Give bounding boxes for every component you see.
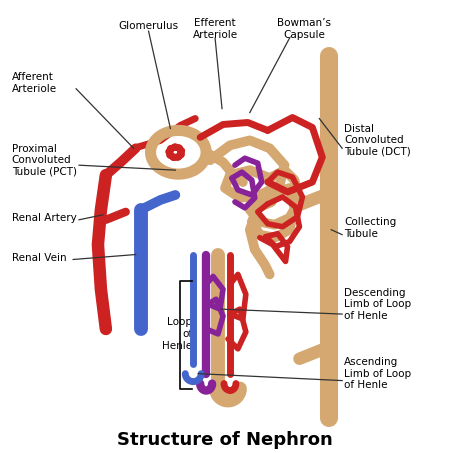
- Text: Ascending
Limb of Loop
of Henle: Ascending Limb of Loop of Henle: [344, 357, 411, 390]
- Text: Descending
Limb of Loop
of Henle: Descending Limb of Loop of Henle: [344, 288, 411, 321]
- Text: Collecting
Tubule: Collecting Tubule: [344, 217, 396, 239]
- Text: Bowman’s
Capsule: Bowman’s Capsule: [277, 19, 331, 40]
- Text: Structure of Nephron: Structure of Nephron: [117, 431, 333, 449]
- Text: Afferent
Arteriole: Afferent Arteriole: [12, 72, 57, 94]
- Text: Distal
Convoluted
Tubule (DCT): Distal Convoluted Tubule (DCT): [344, 124, 411, 157]
- Text: Proximal
Convoluted
Tubule (PCT): Proximal Convoluted Tubule (PCT): [12, 144, 77, 177]
- Text: Efferent
Arteriole: Efferent Arteriole: [193, 19, 238, 40]
- Text: Renal Vein: Renal Vein: [12, 252, 66, 262]
- Text: Renal Artery: Renal Artery: [12, 213, 76, 223]
- Text: Glomerulus: Glomerulus: [119, 21, 179, 31]
- Text: Loop
of
Henle: Loop of Henle: [162, 318, 192, 351]
